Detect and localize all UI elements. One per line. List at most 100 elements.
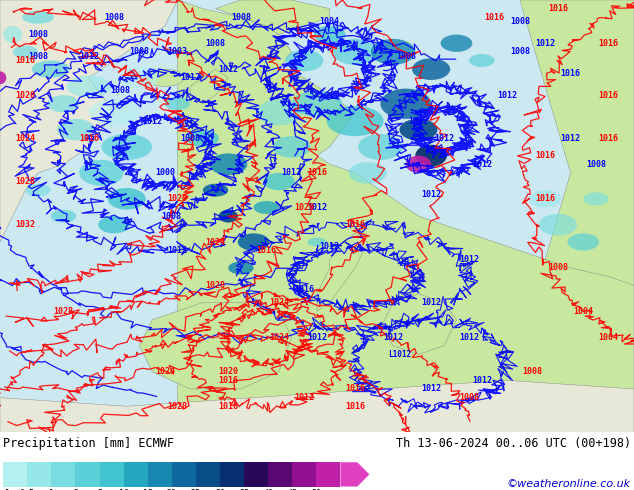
Text: 1016: 1016 <box>307 169 327 177</box>
Ellipse shape <box>567 233 599 251</box>
Text: 1012: 1012 <box>459 333 479 342</box>
Text: Precipitation [mm] ECMWF: Precipitation [mm] ECMWF <box>3 437 174 450</box>
Bar <box>27 462 51 487</box>
Text: 1008: 1008 <box>110 86 131 95</box>
Ellipse shape <box>51 210 76 222</box>
Text: 2: 2 <box>73 489 78 490</box>
Ellipse shape <box>292 91 342 117</box>
Bar <box>172 462 196 487</box>
Text: 15: 15 <box>143 489 153 490</box>
FancyArrow shape <box>340 462 370 487</box>
Polygon shape <box>0 380 634 432</box>
Ellipse shape <box>22 11 54 24</box>
Bar <box>220 462 244 487</box>
Ellipse shape <box>98 216 130 233</box>
Text: 1020: 1020 <box>218 367 238 376</box>
Text: 1012: 1012 <box>281 169 302 177</box>
Bar <box>268 462 292 487</box>
Ellipse shape <box>48 95 79 112</box>
Ellipse shape <box>469 54 495 67</box>
Polygon shape <box>317 233 368 311</box>
Ellipse shape <box>285 49 323 72</box>
Text: 1016: 1016 <box>598 39 619 48</box>
Ellipse shape <box>79 160 124 186</box>
Polygon shape <box>0 0 178 242</box>
Text: 1016: 1016 <box>598 134 619 143</box>
Ellipse shape <box>0 72 6 84</box>
Ellipse shape <box>412 58 450 80</box>
Ellipse shape <box>399 119 437 141</box>
Ellipse shape <box>209 153 247 175</box>
Ellipse shape <box>108 188 146 210</box>
Bar <box>244 462 268 487</box>
Text: 1012: 1012 <box>320 242 340 251</box>
Text: 1016: 1016 <box>15 56 36 65</box>
Ellipse shape <box>358 134 403 160</box>
Text: 1012: 1012 <box>307 203 327 212</box>
Text: 1016: 1016 <box>345 385 365 393</box>
Ellipse shape <box>257 99 301 125</box>
Ellipse shape <box>263 173 295 190</box>
Text: 1008: 1008 <box>28 30 48 39</box>
Text: 1012: 1012 <box>459 255 479 264</box>
Text: 1024: 1024 <box>269 333 289 342</box>
Text: 1004: 1004 <box>320 17 340 26</box>
Ellipse shape <box>13 46 38 58</box>
Text: 1008: 1008 <box>28 51 48 61</box>
Text: 1008: 1008 <box>161 212 181 220</box>
Text: 30: 30 <box>215 489 225 490</box>
Text: 1012: 1012 <box>307 333 327 342</box>
Text: 1020: 1020 <box>294 203 314 212</box>
Text: 1012: 1012 <box>383 333 403 342</box>
Text: 1016: 1016 <box>79 134 99 143</box>
Ellipse shape <box>203 184 228 196</box>
Text: 1012: 1012 <box>472 376 492 385</box>
Text: 1012: 1012 <box>472 160 492 169</box>
Text: 1020: 1020 <box>167 402 188 411</box>
Text: 1008: 1008 <box>205 39 226 48</box>
Ellipse shape <box>406 156 431 173</box>
Ellipse shape <box>120 67 158 89</box>
Text: 1016: 1016 <box>535 195 555 203</box>
Text: 1008: 1008 <box>548 264 568 272</box>
Polygon shape <box>380 294 456 354</box>
Polygon shape <box>190 69 228 104</box>
Ellipse shape <box>254 201 279 214</box>
Bar <box>75 462 100 487</box>
Text: 1008: 1008 <box>231 13 251 22</box>
Text: 1016: 1016 <box>598 91 619 99</box>
Text: 1032: 1032 <box>15 220 36 229</box>
Text: 1012: 1012 <box>294 393 314 402</box>
Ellipse shape <box>371 39 415 65</box>
Text: 1004: 1004 <box>573 307 593 316</box>
Text: 1016: 1016 <box>218 402 238 411</box>
Text: 1024: 1024 <box>155 367 175 376</box>
Text: 5: 5 <box>97 489 102 490</box>
Text: 1028: 1028 <box>53 307 74 316</box>
Text: 1008: 1008 <box>459 393 479 402</box>
Ellipse shape <box>238 233 269 251</box>
Text: 1: 1 <box>49 489 54 490</box>
Text: 1012: 1012 <box>535 39 555 48</box>
Ellipse shape <box>101 134 152 160</box>
Ellipse shape <box>146 69 184 86</box>
Text: 1028: 1028 <box>205 281 226 290</box>
Bar <box>3 462 27 487</box>
Text: 20: 20 <box>167 489 177 490</box>
Bar <box>316 462 340 487</box>
Text: 1000: 1000 <box>155 169 175 177</box>
Text: Th 13-06-2024 00..06 UTC (00+198): Th 13-06-2024 00..06 UTC (00+198) <box>396 437 631 450</box>
Text: 1012: 1012 <box>434 134 454 143</box>
Bar <box>124 462 148 487</box>
Text: 1003: 1003 <box>167 48 188 56</box>
Ellipse shape <box>165 97 190 110</box>
Polygon shape <box>216 0 330 35</box>
Text: 1024: 1024 <box>269 298 289 307</box>
Text: 1004: 1004 <box>598 333 619 342</box>
Text: 1012: 1012 <box>421 385 441 393</box>
Text: 1008: 1008 <box>180 134 200 143</box>
Text: 1008: 1008 <box>586 160 606 169</box>
Polygon shape <box>178 0 634 432</box>
Text: 1020: 1020 <box>167 195 188 203</box>
Ellipse shape <box>3 26 22 43</box>
